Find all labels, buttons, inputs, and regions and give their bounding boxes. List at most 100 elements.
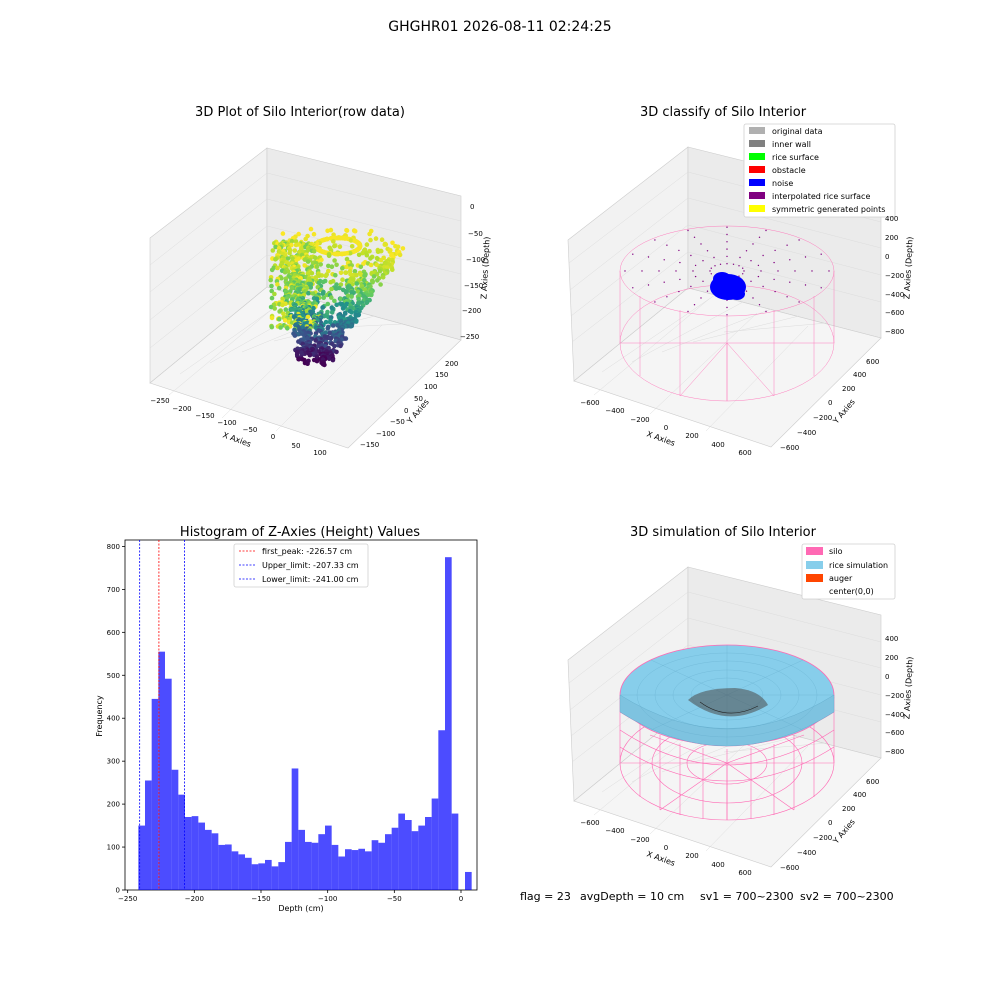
data-point: [332, 298, 337, 304]
tick-label: −200: [813, 834, 832, 842]
surface-dot: [710, 267, 712, 269]
surface-dot: [678, 290, 680, 293]
histogram-bar: [238, 854, 245, 890]
data-point: [293, 242, 299, 248]
tick-label: 500: [107, 672, 120, 680]
data-point: [269, 283, 274, 289]
data-point: [368, 237, 373, 243]
data-point: [370, 280, 375, 285]
surface-dot: [710, 273, 712, 275]
data-point: [334, 282, 339, 287]
data-point: [332, 243, 337, 249]
data-point: [318, 262, 324, 267]
data-point: [308, 226, 314, 232]
tick-label: −200: [885, 272, 904, 280]
data-point: [314, 358, 320, 364]
tick-label: 600: [866, 778, 879, 786]
surface-dot: [794, 270, 796, 272]
data-point: [355, 289, 361, 294]
data-point: [292, 333, 298, 338]
data-point: [368, 262, 374, 268]
data-point: [332, 258, 337, 263]
data-point: [329, 295, 334, 300]
tick-label: −200: [630, 416, 649, 424]
data-point: [349, 294, 354, 299]
tick-label: 100: [424, 383, 437, 391]
surface-dot: [765, 310, 767, 313]
tick-label: −600: [885, 309, 904, 317]
data-point: [334, 349, 339, 355]
data-point: [320, 291, 326, 297]
tick-label: 700: [107, 586, 120, 594]
data-point: [347, 250, 353, 256]
tick-label: 200: [685, 852, 698, 860]
surface-dot: [675, 270, 677, 272]
surface-dot: [679, 261, 681, 264]
data-point: [340, 277, 345, 283]
data-point: [273, 257, 278, 262]
surface-dot: [773, 261, 775, 264]
tick-label: 300: [107, 758, 120, 766]
legend-label: rice surface: [772, 153, 819, 162]
surface-dot: [786, 296, 788, 298]
data-point: [278, 325, 283, 330]
surface-dot: [702, 260, 704, 262]
data-point: [364, 300, 369, 306]
data-point: [272, 306, 278, 311]
data-point: [361, 261, 366, 267]
histogram-legend: first_peak: -226.57 cm Upper_limit: -207…: [233, 543, 369, 588]
legend-label: first_peak: -226.57 cm: [262, 547, 352, 556]
data-point: [334, 302, 340, 308]
surface-dot: [758, 304, 761, 306]
tick-label: −250: [150, 397, 169, 405]
histogram-bar: [191, 816, 199, 890]
histogram-bar: [298, 829, 305, 890]
surface-dot: [745, 250, 748, 252]
data-point: [338, 270, 344, 276]
data-point: [375, 249, 381, 254]
tick-label: −400: [797, 849, 816, 857]
histogram-bar: [185, 816, 192, 890]
tick-label: 400: [853, 791, 866, 799]
surface-dot: [679, 278, 681, 281]
surface-dot: [758, 236, 761, 238]
histogram-bar: [318, 834, 325, 890]
data-point: [364, 242, 370, 247]
surface-dot: [663, 259, 665, 261]
data-point: [325, 326, 331, 331]
histogram-bar: [345, 849, 352, 890]
data-point: [287, 250, 292, 256]
tick-label: −150: [360, 441, 379, 449]
data-point: [275, 265, 280, 271]
surface-dot: [700, 243, 702, 245]
histogram-bar: [231, 851, 239, 890]
data-point: [338, 343, 343, 349]
data-point: [270, 248, 276, 253]
data-point: [283, 307, 289, 312]
data-point: [369, 292, 374, 298]
histogram-bar: [398, 813, 405, 890]
data-point: [334, 262, 339, 268]
data-point: [335, 251, 341, 257]
tick-label: −600: [780, 444, 799, 452]
data-point: [328, 279, 334, 285]
surface-dot: [742, 267, 744, 269]
data-point: [276, 245, 282, 251]
tick-label: 0: [828, 399, 832, 407]
data-point: [400, 246, 406, 251]
tick-label: 50: [414, 395, 423, 403]
histogram-bar: [158, 651, 165, 890]
data-point: [390, 267, 395, 273]
axis-label-x: X Axies: [645, 429, 676, 448]
histogram-bar: [425, 816, 432, 890]
tick-label: 400: [711, 861, 724, 869]
histogram-bar: [265, 859, 272, 890]
panel-classify-title: 3D classify of Silo Interior: [640, 105, 807, 120]
surface-dot: [726, 233, 728, 236]
surface-dot: [687, 229, 689, 232]
tick-label: −100: [217, 419, 236, 427]
tick-label: −200: [885, 692, 904, 700]
data-point: [323, 273, 329, 279]
tick-label: −400: [797, 429, 816, 437]
tick-label: −200: [185, 895, 204, 903]
